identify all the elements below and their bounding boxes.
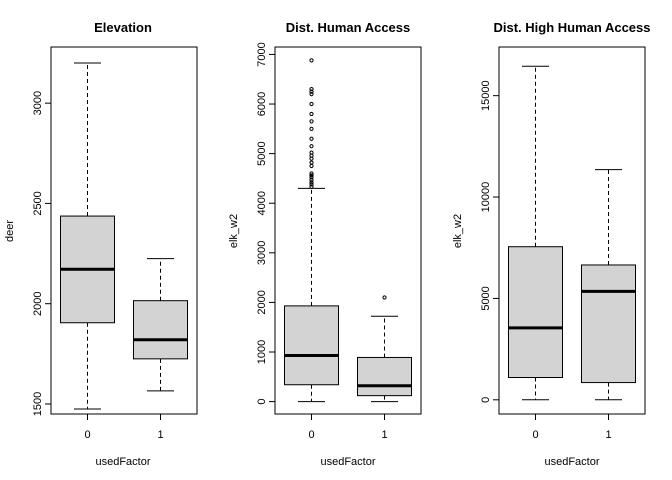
y-tick-label: 10000	[480, 182, 492, 213]
y-tick-label: 0	[480, 397, 492, 403]
y-axis-label: elk_w2	[452, 214, 464, 248]
y-tick-label: 2500	[32, 191, 44, 215]
outlier-point	[309, 89, 314, 94]
y-tick-label: 1000	[256, 340, 268, 364]
x-axis-label: usedFactor	[320, 456, 375, 468]
outlier-point	[309, 180, 314, 185]
y-tick-label: 4000	[256, 191, 268, 215]
outlier-point	[309, 136, 314, 141]
plot-frame	[274, 46, 422, 415]
x-tick-label: 1	[157, 429, 163, 441]
plot-frame	[50, 46, 198, 415]
y-tick-label: 7000	[256, 42, 268, 66]
box-iqr	[356, 356, 413, 397]
boxplot-marks: 0 5000 10000 15000 0 1	[480, 65, 637, 441]
y-tick-label: 15000	[480, 80, 492, 111]
plot-frame	[498, 46, 646, 415]
outlier-point	[309, 101, 314, 107]
box-iqr	[507, 246, 564, 379]
y-tick-label: 3000	[256, 241, 268, 265]
boxplot-marks: 0 1000 2000 3000 4000 5000 6000 7000 0 1	[256, 42, 413, 441]
outlier-point	[309, 144, 314, 149]
y-tick-label: 6000	[256, 92, 268, 116]
panel-title: Elevation	[94, 20, 152, 35]
box-iqr	[132, 300, 189, 360]
outlier-point	[309, 150, 314, 155]
panel-title: Dist. High Human Access	[493, 20, 650, 35]
y-tick-label: 0	[256, 399, 268, 405]
outlier-point	[309, 92, 314, 97]
y-tick-label: 2000	[32, 291, 44, 315]
box-iqr	[580, 264, 637, 384]
outlier-point	[309, 160, 314, 165]
x-tick-label: 1	[381, 429, 387, 441]
x-axis-label: usedFactor	[544, 456, 599, 468]
x-tick-label: 0	[308, 429, 314, 441]
outlier-point	[309, 111, 314, 117]
outlier-point	[309, 182, 314, 187]
outlier-point	[309, 184, 314, 189]
panel-elevation: Elevation usedFactor deer 1500 2000 2500 30…	[4, 20, 198, 468]
y-axis-label: elk_w2	[228, 214, 240, 248]
outlier-point	[309, 87, 314, 92]
panel-dist-high-human-access: Dist. High Human Access usedFactor elk_w…	[452, 20, 651, 468]
outlier-point	[382, 295, 387, 300]
y-tick-label: 2000	[256, 290, 268, 314]
outlier-point	[309, 173, 314, 178]
y-tick-label: 5000	[256, 141, 268, 165]
x-tick-label: 0	[532, 429, 538, 441]
outlier-point	[309, 119, 314, 124]
x-tick-label: 1	[605, 429, 611, 441]
outlier-point	[309, 126, 314, 131]
box-iqr	[283, 305, 340, 386]
outlier-point	[309, 177, 314, 183]
y-tick-label: 3000	[32, 91, 44, 115]
outlier-point	[309, 175, 314, 180]
boxplot-marks: 1500 2000 2500 3000 0 1	[32, 62, 189, 441]
outlier-point	[309, 171, 314, 176]
outlier-point	[309, 58, 314, 63]
x-tick-label: 0	[84, 429, 90, 441]
panel-dist-human-access: Dist. Human Access usedFactor elk_w2 010…	[228, 20, 422, 468]
y-axis-label: deer	[4, 220, 16, 242]
panel-title: Dist. Human Access	[286, 20, 411, 35]
y-tick-label: 5000	[480, 286, 492, 310]
y-tick-label: 1500	[32, 392, 44, 416]
x-axis-label: usedFactor	[95, 456, 150, 468]
